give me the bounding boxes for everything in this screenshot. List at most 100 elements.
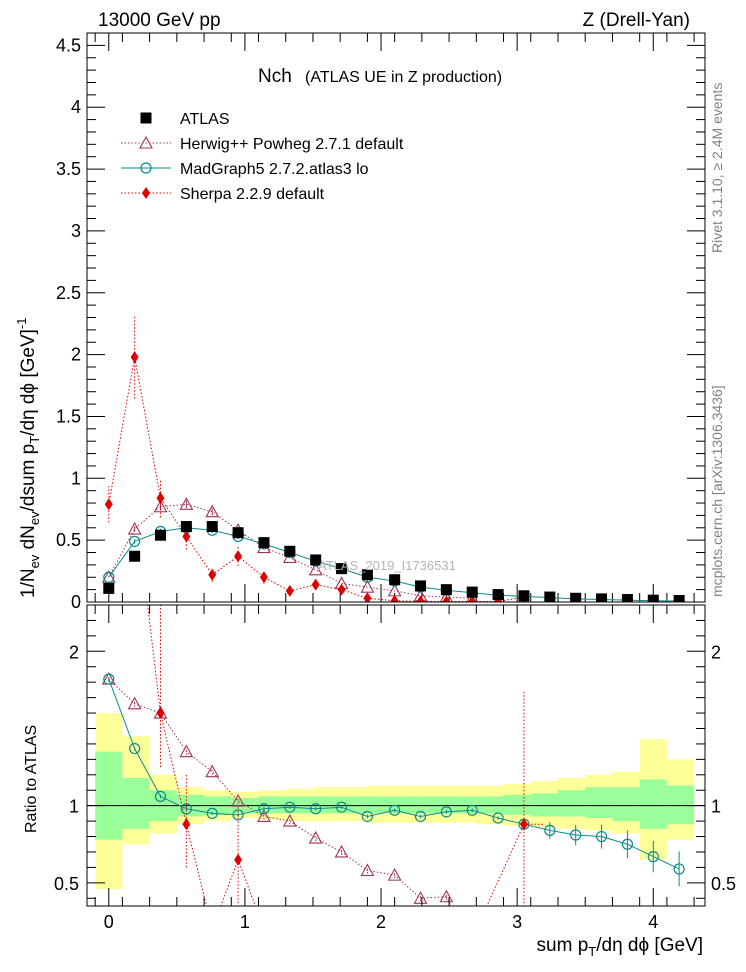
ratio-point-herwig	[179, 744, 194, 758]
plot-title-sub: (ATLAS UE in Z production)	[305, 69, 502, 86]
main-point-atlas	[284, 545, 296, 557]
main-point-herwig	[205, 504, 220, 518]
ratio-y-tick-label: 0.5	[54, 874, 79, 894]
ratio-x-tick-label: 3	[512, 912, 522, 932]
legend-label-atlas: ATLAS	[180, 111, 230, 128]
main-point-atlas	[206, 521, 218, 533]
main-y-tick-label: 4.5	[56, 35, 81, 55]
main-point-atlas	[570, 592, 582, 602]
ratio-content-layer	[87, 605, 705, 906]
ratio-point-herwig	[413, 891, 428, 904]
ratio-frame	[86, 604, 706, 907]
main-point-atlas	[647, 594, 659, 602]
ratio-point-madgraph	[310, 803, 322, 815]
header-right: Z (Drell-Yan)	[583, 10, 690, 31]
ratio-point-madgraph	[492, 812, 504, 824]
ratio-point-madgraph	[284, 801, 296, 813]
main-point-atlas	[103, 582, 115, 594]
main-point-atlas	[415, 580, 427, 592]
main-y-tick-label: 2	[71, 345, 81, 365]
ratio-y-tick-label: 2	[69, 642, 79, 662]
ratio-point-madgraph	[570, 829, 582, 841]
main-point-herwig	[127, 521, 142, 535]
main-y-tick-label: 1	[71, 468, 81, 488]
ratio-y-tick-label-right: 0.5	[711, 874, 736, 894]
ratio-point-herwig	[334, 844, 349, 858]
main-point-atlas	[155, 529, 167, 541]
header-left: 13000 GeV pp	[98, 10, 221, 31]
ratio-series-sherpa	[147, 605, 545, 906]
ratio-band-inner	[612, 787, 640, 822]
main-point-herwig	[308, 562, 323, 576]
ratio-band-inner	[95, 751, 123, 840]
ratio-point-herwig	[308, 830, 323, 844]
ratio-point-herwig	[127, 696, 142, 710]
main-point-atlas	[258, 537, 270, 549]
legend-marker-sherpa	[142, 187, 150, 199]
legend-label-madgraph: MadGraph5 2.7.2.atlas3 lo	[180, 161, 369, 178]
main-y-tick-label: 0	[71, 592, 81, 612]
ratio-point-herwig	[231, 793, 246, 807]
ratio-point-madgraph	[258, 803, 270, 815]
ratio-band-inner	[476, 796, 504, 814]
ratio-band-inner	[122, 777, 150, 829]
main-point-atlas	[129, 550, 141, 562]
ratio-line-sherpa	[185, 824, 208, 906]
ratio-point-madgraph	[673, 863, 685, 875]
ratio-point-herwig	[205, 764, 220, 778]
main-point-sherpa	[130, 351, 139, 364]
side-label-rivet: Rivet 3.1.10, ≥ 2.4M events	[709, 83, 725, 253]
main-point-sherpa	[337, 583, 346, 596]
ratio-line-sherpa	[220, 859, 239, 906]
main-point-sherpa	[311, 578, 320, 591]
main-y-tick-label: 4	[71, 97, 81, 117]
main-point-atlas	[466, 586, 478, 598]
ratio-point-madgraph	[335, 801, 348, 813]
main-y-tick-label: 3	[71, 221, 81, 241]
ratio-point-madgraph	[206, 807, 218, 819]
ratio-point-madgraph	[361, 810, 374, 823]
ratio-band-inner	[666, 785, 695, 825]
main-point-herwig	[179, 497, 194, 510]
main-y-axis-title: 1/Nev dNev/dsum pT/dη dϕ [GeV]-1	[14, 318, 42, 599]
main-point-sherpa	[208, 568, 217, 581]
main-point-herwig	[360, 580, 375, 593]
ratio-band-inner	[449, 796, 477, 814]
ratio-point-sherpa	[182, 818, 191, 831]
main-point-atlas	[440, 584, 452, 596]
ratio-point-madgraph	[414, 810, 427, 823]
ratio-band-inner	[312, 796, 341, 814]
ratio-band-inner	[639, 779, 667, 829]
ratio-point-madgraph	[544, 824, 556, 836]
main-point-atlas	[673, 595, 685, 602]
ratio-band-inner	[394, 796, 422, 814]
legend-marker-herwig	[139, 135, 153, 149]
main-point-atlas	[596, 593, 608, 602]
legend-marker-atlas	[140, 112, 152, 124]
main-point-herwig	[153, 499, 168, 513]
ratio-plot-panel: 0.5 0.5 1 1 2 2 0 1 2 3 4	[54, 604, 736, 932]
ratio-point-sherpa	[234, 853, 243, 866]
ratio-band-inner	[557, 790, 586, 817]
ratio-point-herwig	[439, 889, 454, 903]
main-y-tick-label: 3.5	[56, 159, 81, 179]
main-point-atlas	[310, 554, 322, 566]
ratio-band-inner	[421, 796, 450, 814]
ratio-point-madgraph	[621, 838, 634, 850]
ratio-point-madgraph	[232, 809, 244, 821]
main-point-sherpa	[104, 498, 113, 511]
legend-entry-atlas: ATLAS	[140, 111, 230, 128]
main-point-atlas	[361, 569, 373, 581]
legend-entry-madgraph: MadGraph5 2.7.2.atlas3 lo	[121, 161, 369, 178]
ratio-y-tick-label: 1	[69, 797, 79, 817]
ratio-series-madgraph	[103, 673, 685, 887]
x-axis-title: sum pT/dη dϕ [GeV]	[537, 935, 703, 959]
main-point-sherpa	[182, 530, 191, 543]
ratio-band-inner	[530, 793, 558, 817]
main-point-atlas	[621, 594, 633, 602]
main-point-sherpa	[416, 595, 425, 602]
ratio-band-inner	[585, 787, 613, 819]
legend-label-herwig: Herwig++ Powheg 2.7.1 default	[180, 136, 404, 153]
ratio-x-tick-label: 4	[648, 912, 658, 932]
ratio-band-inner	[258, 796, 286, 814]
